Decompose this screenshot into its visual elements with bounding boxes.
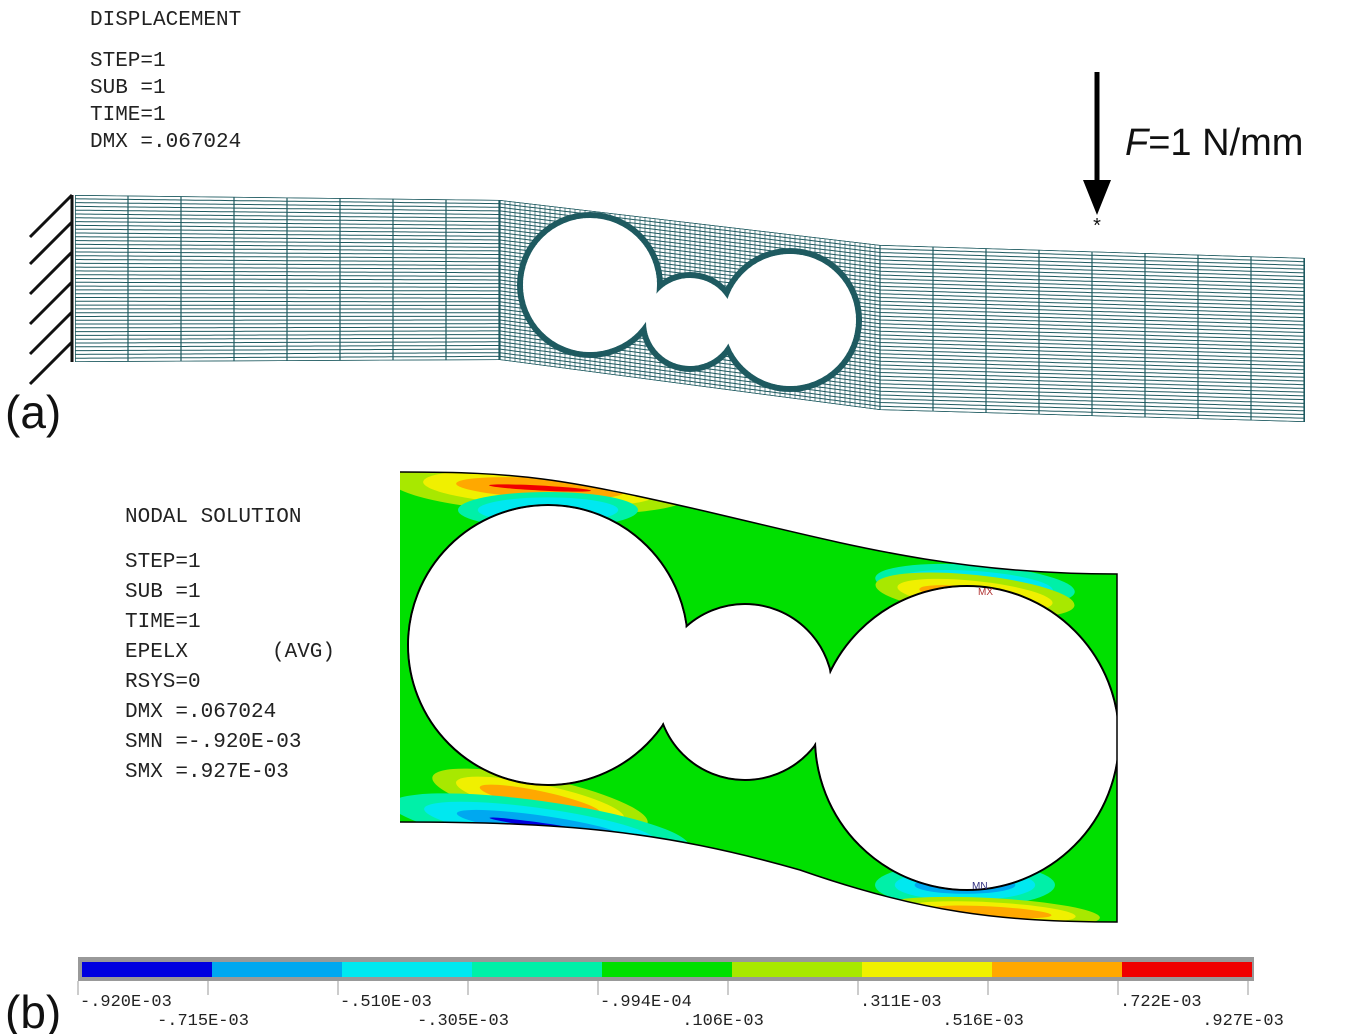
info: SMN =-.920E-03	[125, 731, 301, 754]
info: EPELX	[125, 641, 188, 664]
legend-swatch	[602, 962, 732, 977]
info: SUB =1	[90, 77, 166, 100]
legend-label: .722E-03	[1120, 993, 1202, 1012]
hole	[646, 278, 734, 366]
legend-swatch	[82, 962, 212, 977]
info: TIME=1	[125, 611, 201, 634]
load-label: F=1 N/mm	[1125, 122, 1303, 164]
legend-swatch	[342, 962, 472, 977]
hole	[658, 605, 832, 779]
info: STEP=1	[125, 551, 201, 574]
legend-label: .311E-03	[860, 993, 942, 1012]
info: DMX =.067024	[125, 701, 276, 724]
legend-swatch	[732, 962, 862, 977]
header: NODAL SOLUTION	[125, 506, 301, 529]
legend: -.920E-03-.715E-03 -.510E-03-.305E-03 -.99…	[77, 957, 1284, 1031]
legend-label: -.510E-03	[340, 993, 432, 1012]
legend-label: -.715E-03	[157, 1012, 249, 1031]
info: STEP=1	[90, 50, 166, 73]
info: DMX =.067024	[90, 131, 241, 154]
mesh	[75, 195, 1305, 422]
hole	[724, 254, 856, 386]
legend-label: .516E-03	[942, 1012, 1024, 1031]
info: SUB =1	[125, 581, 201, 604]
legend-label: -.305E-03	[417, 1012, 509, 1031]
info: TIME=1	[90, 104, 166, 127]
hole	[523, 218, 657, 352]
marker: MX	[978, 587, 993, 598]
outline	[399, 471, 1118, 923]
header: DISPLACEMENT	[90, 9, 241, 32]
svg-text:*: *	[1093, 215, 1101, 237]
hole	[409, 506, 687, 784]
legend-swatch	[1122, 962, 1252, 977]
legend-label: -.994E-04	[600, 993, 692, 1012]
support	[28, 193, 74, 386]
contour-plot	[400, 472, 1117, 922]
panel-label: (b)	[5, 986, 61, 1034]
load-text: =1 N/mm	[1148, 122, 1303, 164]
hole	[816, 587, 1117, 889]
legend-swatch	[862, 962, 992, 977]
marker: MN	[972, 881, 988, 892]
load-symbol: F	[1125, 122, 1150, 164]
info: SMX =.927E-03	[125, 761, 289, 784]
info: (AVG)	[272, 641, 335, 664]
load-arrow: *	[1083, 72, 1111, 237]
info: RSYS=0	[125, 671, 201, 694]
legend-swatch	[212, 962, 342, 977]
panel-label: (a)	[5, 386, 61, 438]
legend-swatch	[992, 962, 1122, 977]
legend-swatch	[472, 962, 602, 977]
legend-label: .106E-03	[682, 1012, 764, 1031]
legend-label: .927E-03	[1202, 1012, 1284, 1031]
legend-label: -.920E-03	[80, 993, 172, 1012]
band	[489, 484, 591, 492]
